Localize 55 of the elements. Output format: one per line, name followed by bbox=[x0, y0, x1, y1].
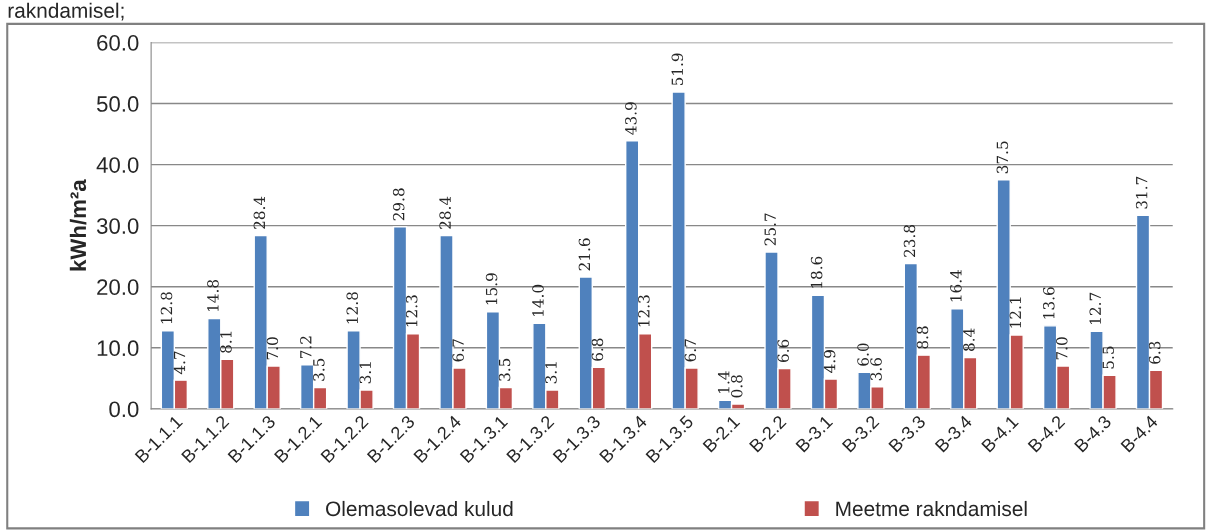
y-tick-label: 60.0 bbox=[97, 35, 139, 51]
data-label: 3.5 bbox=[498, 358, 511, 381]
data-label: 12.7 bbox=[1089, 292, 1102, 324]
data-label: 6.7 bbox=[452, 339, 464, 362]
text: rakndamisel; bbox=[8, 2, 124, 21]
data-label: 43.9 bbox=[625, 102, 637, 135]
data-label: 18.6 bbox=[810, 256, 823, 288]
data-label: 3.5 bbox=[313, 358, 325, 381]
data-label: 3.1 bbox=[545, 362, 557, 384]
data-label: 25.7 bbox=[764, 213, 776, 246]
data-label: 16.4 bbox=[950, 269, 962, 302]
data-label: 31.7 bbox=[1135, 176, 1148, 209]
y-tick-label: 30.0 bbox=[96, 218, 139, 234]
y-axis-title: kWh/m²a bbox=[69, 179, 87, 271]
data-label: 37.5 bbox=[996, 141, 1009, 174]
data-label: 0.8 bbox=[730, 375, 743, 398]
data-label: 8.1 bbox=[220, 331, 232, 353]
data-label: 8.4 bbox=[963, 328, 975, 351]
data-label: 4.9 bbox=[823, 350, 836, 373]
data-label: 6.6 bbox=[777, 339, 789, 362]
y-tick-label: 50.0 bbox=[96, 96, 139, 112]
data-label: 7.0 bbox=[1056, 337, 1068, 360]
data-label: 21.6 bbox=[578, 238, 591, 271]
data-label: 12.8 bbox=[160, 292, 173, 324]
data-label: 12.1 bbox=[1009, 297, 1022, 328]
data-label: 12.3 bbox=[405, 295, 418, 327]
data-label: 28.4 bbox=[253, 196, 266, 229]
data-label: 1.4 bbox=[717, 371, 730, 393]
data-label: 12.3 bbox=[638, 295, 650, 327]
data-label: 4.7 bbox=[173, 351, 186, 375]
y-tick-label: 40.0 bbox=[96, 157, 139, 173]
data-label: 51.9 bbox=[671, 53, 684, 86]
data-label: 3.1 bbox=[359, 362, 372, 384]
data-label: 8.8 bbox=[916, 326, 929, 349]
y-tick-label: 10.0 bbox=[97, 340, 139, 357]
data-label: 6.3 bbox=[1148, 341, 1161, 364]
data-label: 6.7 bbox=[684, 339, 697, 362]
y-tick-label: 20.0 bbox=[97, 279, 139, 296]
data-label: 12.8 bbox=[346, 292, 359, 324]
y-tick-label: 0.0 bbox=[109, 401, 139, 418]
data-label: 15.9 bbox=[485, 273, 498, 305]
legend-label: Olemasolevad kulud bbox=[326, 500, 513, 517]
data-label: 28.4 bbox=[439, 196, 451, 229]
data-label: 3.6 bbox=[870, 358, 882, 381]
data-label: 13.6 bbox=[1043, 287, 1055, 319]
data-label: 23.8 bbox=[903, 224, 916, 257]
data-label: 14.8 bbox=[207, 279, 219, 312]
data-label: 6.8 bbox=[591, 338, 604, 361]
data-label: 7.2 bbox=[300, 336, 312, 359]
data-label: 6.0 bbox=[857, 343, 869, 366]
data-label: 14.0 bbox=[532, 284, 544, 316]
data-label: 29.8 bbox=[392, 188, 405, 221]
data-label: 5.5 bbox=[1102, 346, 1115, 369]
legend-label: Meetme rakndamisel bbox=[836, 500, 1027, 517]
data-label: 7.0 bbox=[266, 337, 279, 360]
